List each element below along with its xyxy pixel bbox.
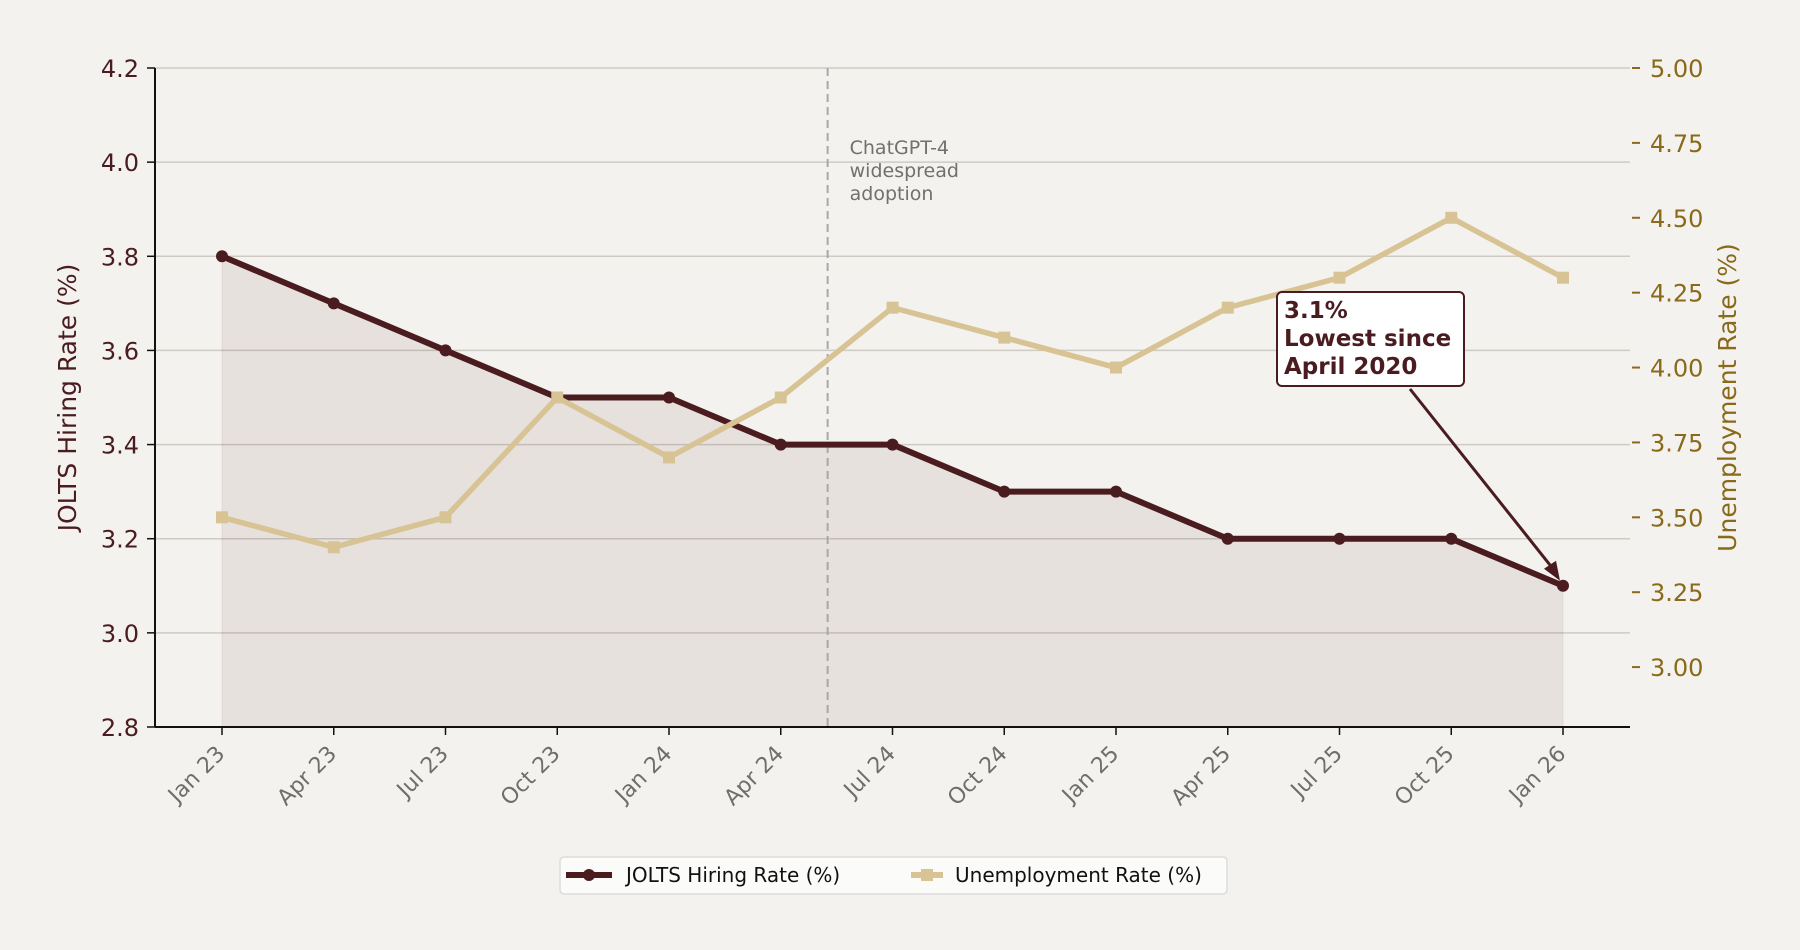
x-tick-label: Jul 23 (391, 742, 454, 805)
x-tick-label: Oct 25 (1390, 742, 1459, 811)
hiring-rate-point (1110, 485, 1122, 498)
unemployment-rate-point (327, 541, 340, 554)
unemployment-rate-point (886, 301, 899, 314)
right-tick-label: 3.00 (1650, 654, 1703, 682)
x-tick-label: Jan 24 (609, 742, 677, 810)
x-tick-label: Apr 25 (1167, 742, 1236, 811)
unemployment-rate-point (663, 451, 675, 464)
event-label-line: adoption (850, 183, 934, 205)
legend-swatch-marker (921, 869, 933, 881)
hiring-rate-point (1221, 532, 1234, 545)
annotation-arrow-line (1408, 388, 1559, 575)
unemployment-rate-point (551, 391, 564, 404)
unemployment-rate-point (439, 511, 452, 524)
unemployment-rate-point (216, 511, 228, 524)
x-tick-label: Oct 24 (943, 742, 1012, 811)
left-axis-title: JOLTS Hiring Rate (%) (53, 264, 82, 534)
hiring-rate-point (774, 438, 787, 451)
x-tick-label: Apr 24 (720, 742, 789, 811)
hiring-rate-point (663, 391, 675, 404)
unemployment-rate-point (1221, 301, 1234, 314)
legend-box (559, 856, 1228, 895)
hiring-rate-point (1445, 532, 1458, 545)
right-tick-label: 4.50 (1650, 205, 1703, 233)
left-tick-label: 3.8 (101, 243, 139, 271)
right-tick-label: 3.75 (1650, 429, 1703, 457)
left-tick-label: 3.2 (101, 526, 139, 554)
annotation-text-line: Lowest since (1284, 326, 1451, 352)
x-tick-label: Jan 23 (162, 742, 230, 810)
legend: JOLTS Hiring Rate (%) Unemployment Rate (… (559, 856, 1228, 895)
series (216, 211, 1569, 592)
hiring-rate-point (998, 485, 1011, 498)
right-tick-label: 3.25 (1650, 579, 1703, 607)
unemployment-rate-point (1557, 271, 1569, 284)
unemployment-rate-point (774, 391, 787, 404)
right-tick-label: 3.50 (1650, 504, 1703, 532)
left-tick-label: 3.6 (101, 337, 139, 365)
unemployment-rate-point (1445, 211, 1458, 224)
x-tick-label: Jul 25 (1285, 742, 1348, 805)
annotation-arrow-head (1544, 560, 1560, 581)
legend-swatch-marker (583, 869, 595, 881)
x-tick-label: Oct 23 (496, 742, 565, 811)
legend-label: JOLTS Hiring Rate (%) (624, 863, 840, 887)
right-axis-title: Unemployment Rate (%) (1713, 243, 1742, 552)
right-tick-label: 4.75 (1650, 130, 1703, 158)
x-tick-label: Apr 23 (273, 742, 342, 811)
right-tick-label: 4.00 (1650, 355, 1703, 383)
unemployment-rate-point (1110, 361, 1122, 374)
unemployment-rate-point (998, 331, 1011, 344)
legend-label: Unemployment Rate (%) (955, 863, 1202, 887)
annotation-box (1276, 291, 1465, 387)
x-tick-label: Jan 25 (1056, 742, 1124, 810)
annotation-text-line: April 2020 (1284, 354, 1417, 380)
event-label-line: ChatGPT-4 (850, 137, 949, 159)
hiring-rate-point (886, 438, 899, 451)
hiring-rate-point (327, 297, 340, 310)
left-tick-label: 3.0 (101, 620, 139, 648)
left-tick-label: 2.8 (101, 714, 139, 742)
gridlines (155, 67, 1630, 728)
hiring-rate-point (1333, 532, 1346, 545)
event-label-line: widespread (850, 160, 959, 182)
right-tick-label: 5.00 (1650, 55, 1703, 83)
hiring-rate-point (216, 250, 228, 263)
right-tick-label: 4.25 (1650, 280, 1703, 308)
unemployment-rate-point (1333, 271, 1346, 284)
hiring-rate-point (1557, 579, 1569, 592)
hiring-rate-point (439, 344, 452, 357)
left-tick-label: 3.4 (101, 432, 139, 460)
left-tick-label: 4.0 (101, 149, 139, 177)
x-tick-label: Jul 24 (838, 742, 901, 805)
left-tick-label: 4.2 (101, 55, 139, 83)
annotation-text-line: 3.1% (1284, 298, 1348, 324)
x-tick-label: Jan 26 (1503, 742, 1571, 810)
